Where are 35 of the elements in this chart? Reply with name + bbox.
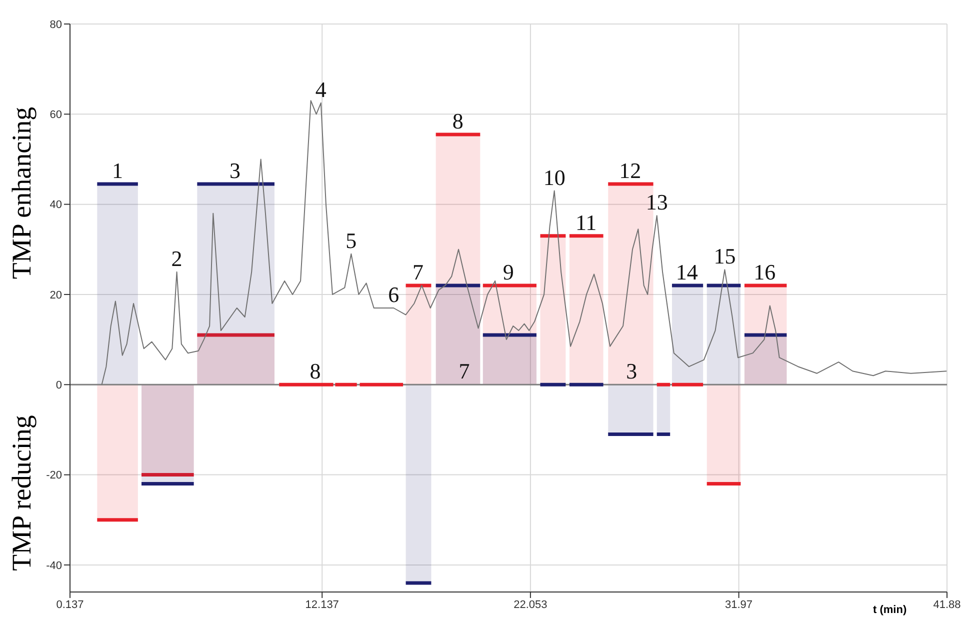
annotation: 16 — [754, 259, 776, 284]
y-tick-label: 20 — [50, 289, 62, 302]
annotation: 4 — [315, 76, 326, 102]
x-axis-title: t (min) — [873, 604, 907, 616]
x-tick-label: 0.137 — [56, 598, 84, 611]
x-tick-label: 22.053 — [514, 598, 548, 611]
annotation: 2 — [171, 246, 182, 271]
annotation: 5 — [346, 228, 357, 253]
y-tick-label: -20 — [46, 470, 62, 482]
y-tick-label: 60 — [50, 109, 62, 122]
annotation: 6 — [388, 282, 400, 307]
x-tick-label: 31.97 — [725, 598, 753, 611]
line-series — [101, 100, 947, 386]
y-tick-label: 80 — [50, 18, 62, 31]
text: TMP reducing — [6, 415, 38, 571]
x-tick-label: 41.88 — [933, 598, 961, 611]
y-tick-label: 40 — [50, 199, 62, 212]
x-tick-label: 12.137 — [305, 598, 339, 611]
annotation: 10 — [543, 164, 566, 190]
y-tick-label: 0 — [56, 380, 62, 392]
annotation: 3 — [626, 358, 638, 384]
y-axis-title: TMP enhancing — [6, 106, 38, 280]
annotation: 3 — [229, 158, 240, 184]
annotation: 13 — [646, 190, 668, 215]
annotation: 8 — [452, 108, 464, 134]
annotation: 7 — [458, 358, 470, 384]
annotation: 12 — [619, 158, 642, 184]
annotation: 14 — [676, 259, 698, 284]
annotation: 9 — [502, 259, 514, 284]
annotation: 15 — [714, 244, 736, 269]
annotation: 11 — [575, 210, 597, 235]
y-tick-label: -40 — [46, 560, 62, 572]
annotation: 8 — [310, 358, 321, 384]
annotation: 7 — [412, 259, 424, 284]
annotation: 1 — [112, 158, 124, 184]
